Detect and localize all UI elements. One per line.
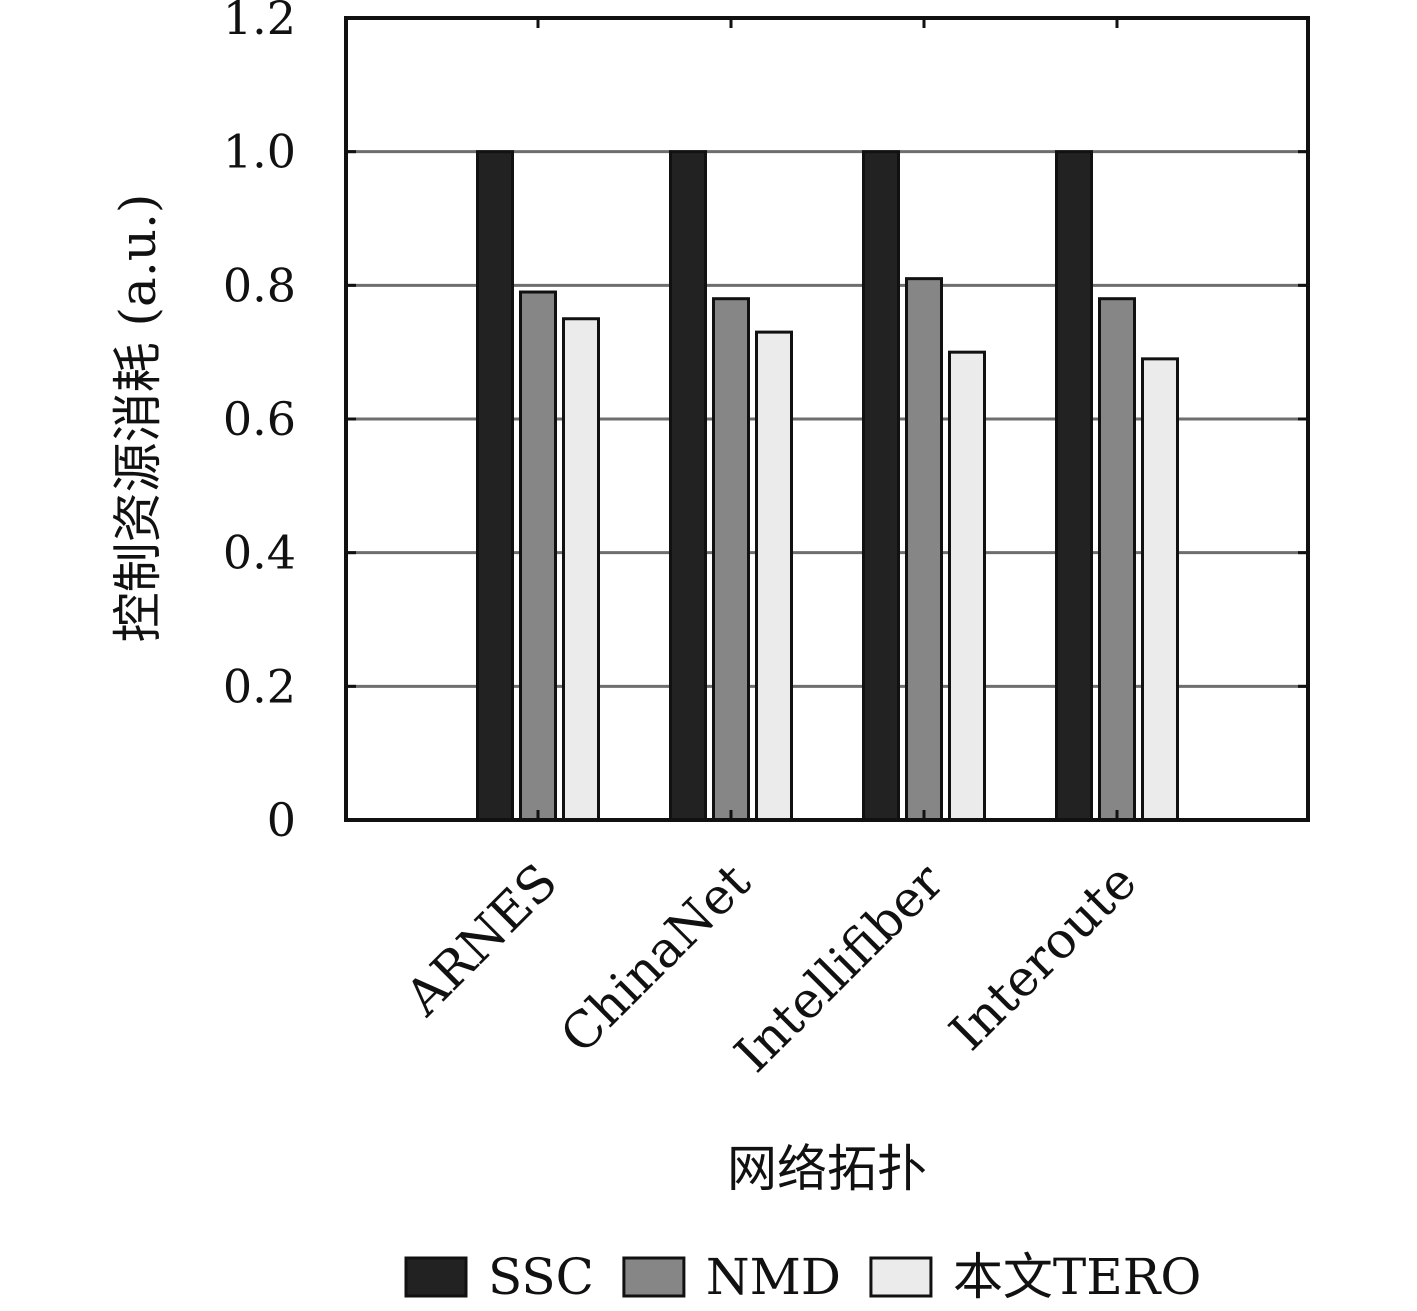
- legend: SSC NMD 本文TERO: [404, 1248, 1202, 1306]
- x-axis-title: 网络拓扑: [727, 1140, 927, 1198]
- y-tick-label-3: 0.6: [223, 392, 296, 446]
- y-tick-label-2: 0.4: [223, 526, 296, 580]
- bar-ChinaNet-SSC: [669, 150, 707, 822]
- bar-Intellifiber-本文TERO: [948, 350, 986, 822]
- y-tick-label-6: 1.2: [223, 0, 296, 45]
- x-tick-label-1: ChinaNet: [549, 852, 761, 1064]
- legend-label-1: NMD: [706, 1248, 841, 1306]
- legend-swatch-0: [404, 1256, 468, 1298]
- y-tick-labels: 0 0.2 0.4 0.6 0.8 1.0 1.2: [223, 0, 296, 847]
- bar-ARNES-本文TERO: [562, 317, 600, 822]
- bar-Intellifiber-SSC: [862, 150, 900, 822]
- legend-swatch-2: [869, 1256, 933, 1298]
- x-tick-label-2: Intellifiber: [724, 852, 955, 1083]
- bar-Intellifiber-NMD: [905, 277, 943, 822]
- bars: [476, 150, 1179, 822]
- y-tick-label-5: 1.0: [223, 125, 296, 179]
- y-tick-label-4: 0.8: [223, 258, 296, 312]
- bar-Interoute-SSC: [1055, 150, 1093, 822]
- bar-Interoute-本文TERO: [1141, 357, 1179, 822]
- y-tick-label-0: 0: [267, 793, 296, 847]
- x-tick-label-3: Interoute: [939, 852, 1148, 1061]
- y-axis-title: 控制资源消耗 (a.u.): [109, 194, 167, 643]
- x-tick-label-0: ARNES: [394, 852, 569, 1027]
- legend-swatch-1: [622, 1256, 686, 1298]
- bar-ARNES-NMD: [519, 290, 557, 822]
- y-tick-label-1: 0.2: [223, 659, 296, 713]
- legend-label-0: SSC: [488, 1248, 594, 1306]
- bar-ChinaNet-NMD: [712, 297, 750, 822]
- axes: [344, 16, 1310, 822]
- legend-label-2: 本文TERO: [953, 1248, 1202, 1306]
- bar-Interoute-NMD: [1098, 297, 1136, 822]
- bar-ARNES-SSC: [476, 150, 514, 822]
- bar-ChinaNet-本文TERO: [755, 330, 793, 822]
